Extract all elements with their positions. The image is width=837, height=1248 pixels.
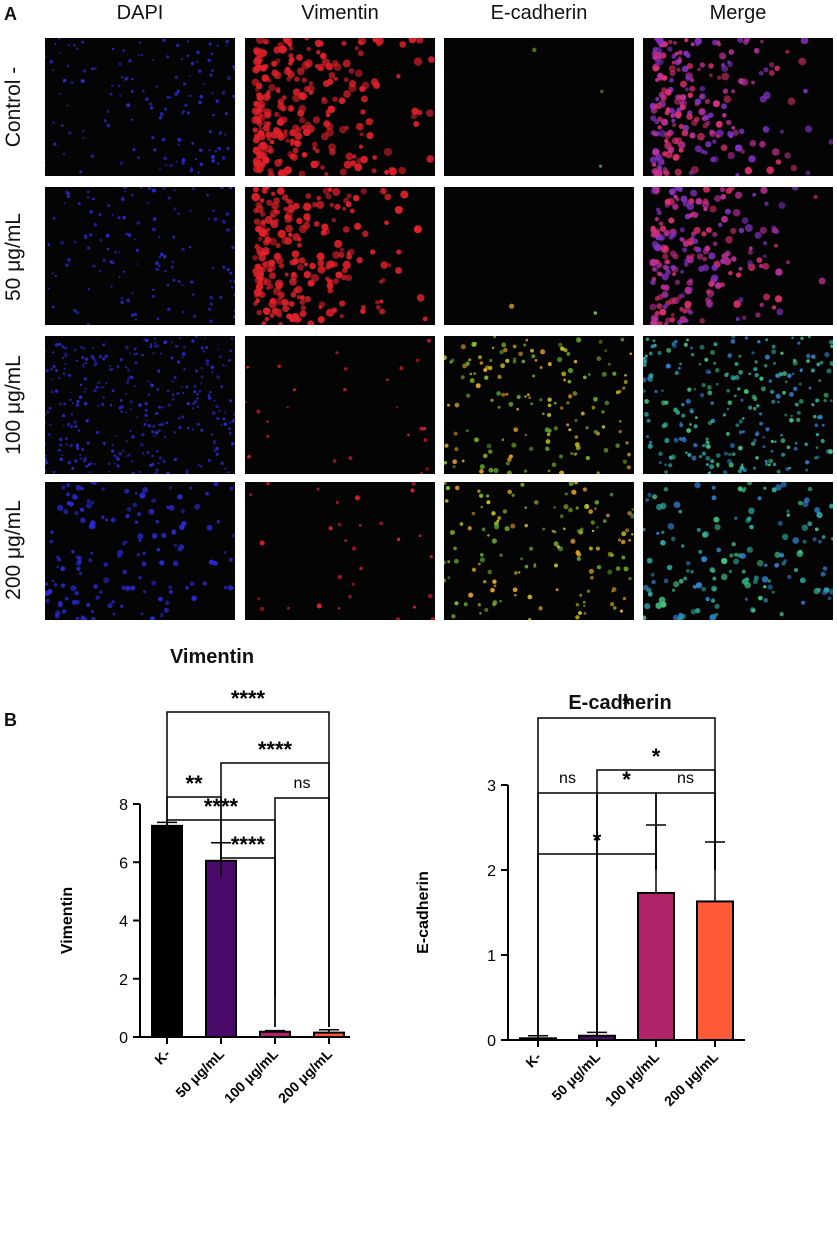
significance-label: * [622, 692, 631, 717]
bar [637, 891, 675, 1042]
x-tick-label: K- [522, 1049, 544, 1071]
micrograph-dapi-row-4 [45, 482, 235, 620]
significance-label: **** [231, 686, 266, 711]
micrograph-merge-row-2 [643, 187, 833, 325]
significance-label: **** [231, 832, 266, 857]
micrograph-dapi-row-3 [45, 336, 235, 474]
x-tick-label: 50 μg/mL [548, 1048, 603, 1103]
bar [519, 1037, 557, 1042]
significance-bracket [655, 792, 716, 870]
y-tick-label: 2 [487, 863, 496, 880]
ecadherin-chart-title: E-cadherin [568, 692, 672, 714]
y-tick-label: 8 [119, 797, 128, 814]
significance-bracket [166, 711, 330, 1027]
y-axis-label: E-cadherin [415, 871, 432, 954]
bar [696, 900, 734, 1042]
micrograph-ecadherin-row-3 [444, 336, 634, 474]
panel-b-label: B [4, 710, 17, 730]
y-tick-label: 0 [487, 1033, 496, 1050]
x-tick-label: 200 μg/mL [661, 1048, 722, 1109]
y-axis-label: Vimentin [59, 887, 76, 954]
y-tick-label: 6 [119, 855, 128, 872]
micrograph-vimentin-row-3 [245, 336, 435, 474]
significance-label: ns [559, 770, 576, 787]
micrograph-vimentin-row-1 [245, 38, 435, 176]
micrograph-dapi-row-1 [45, 38, 235, 176]
significance-label: ** [185, 771, 203, 796]
micrograph-vimentin-row-2 [245, 187, 435, 325]
bar [578, 1034, 616, 1041]
micrograph-dapi-row-2 [45, 187, 235, 325]
y-tick-label: 1 [487, 948, 496, 965]
column-header-merge: Merge [709, 2, 767, 24]
micrograph-merge-row-3 [643, 336, 833, 474]
significance-label: ns [294, 775, 311, 792]
column-header-dapi: DAPI [116, 2, 164, 24]
y-tick-label: 3 [487, 778, 496, 795]
y-tick-label: 0 [119, 1030, 128, 1047]
significance-label: * [622, 767, 631, 792]
significance-bracket [537, 792, 598, 1036]
significance-label: ns [677, 770, 694, 787]
column-header-vimentin: Vimentin [301, 2, 379, 24]
vimentin-chart-title: Vimentin [169, 646, 255, 668]
y-tick-label: 4 [119, 914, 128, 931]
micrograph-ecadherin-row-4 [444, 482, 634, 620]
bar [205, 859, 237, 1039]
micrograph-ecadherin-row-1 [444, 38, 634, 176]
significance-bracket [537, 717, 716, 1035]
column-header-ecadherin: E-cadherin [490, 2, 588, 24]
significance-label: **** [258, 737, 293, 762]
panel-a-label: A [4, 4, 17, 24]
y-tick-label: 2 [119, 972, 128, 989]
micrograph-merge-row-4 [643, 482, 833, 620]
micrograph-merge-row-1 [643, 38, 833, 176]
significance-label: * [652, 744, 661, 769]
micrograph-ecadherin-row-2 [444, 187, 634, 325]
bar [151, 824, 183, 1038]
x-tick-label: 100 μg/mL [602, 1048, 663, 1109]
micrograph-vimentin-row-4 [245, 482, 435, 620]
